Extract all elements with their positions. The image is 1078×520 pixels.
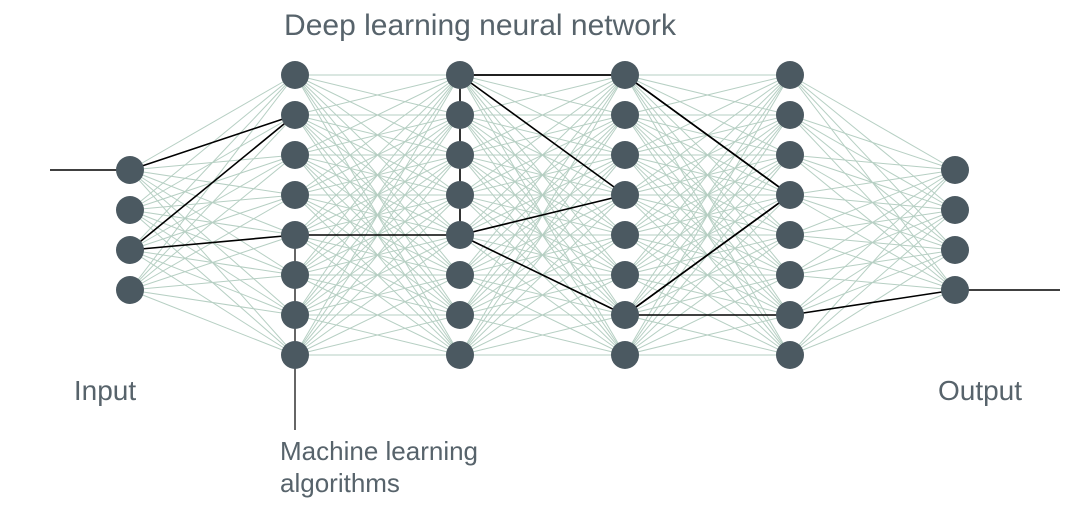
neuron-node [611, 101, 639, 129]
neuron-node [611, 221, 639, 249]
neural-network-diagram: Deep learning neural network Input Output M… [0, 0, 1078, 520]
neuron-node [611, 181, 639, 209]
input-label: Input [74, 375, 136, 406]
neuron-node [281, 341, 309, 369]
neuron-node [776, 181, 804, 209]
neuron-node [776, 141, 804, 169]
neuron-node [116, 196, 144, 224]
neuron-node [281, 181, 309, 209]
neuron-node [446, 221, 474, 249]
neuron-node [116, 236, 144, 264]
neuron-node [281, 101, 309, 129]
neuron-node [446, 341, 474, 369]
neuron-node [611, 261, 639, 289]
neuron-node [776, 221, 804, 249]
neuron-node [281, 141, 309, 169]
neuron-node [446, 61, 474, 89]
neuron-node [611, 301, 639, 329]
annotation-line1: Machine learning [280, 436, 478, 466]
neuron-node [611, 61, 639, 89]
neuron-node [941, 236, 969, 264]
neuron-node [776, 61, 804, 89]
neuron-node [116, 156, 144, 184]
output-label: Output [938, 375, 1022, 406]
annotation-line2: algorithms [280, 468, 400, 498]
neuron-node [776, 301, 804, 329]
neuron-node [281, 61, 309, 89]
neuron-node [446, 181, 474, 209]
neuron-node [281, 261, 309, 289]
diagram-title: Deep learning neural network [284, 9, 677, 42]
neuron-node [446, 261, 474, 289]
neuron-node [611, 341, 639, 369]
neuron-node [776, 101, 804, 129]
neuron-node [941, 276, 969, 304]
neuron-node [446, 301, 474, 329]
neuron-node [446, 101, 474, 129]
neuron-node [116, 276, 144, 304]
neuron-node [446, 141, 474, 169]
neuron-node [776, 341, 804, 369]
neuron-node [281, 221, 309, 249]
neuron-node [776, 261, 804, 289]
neuron-node [611, 141, 639, 169]
neuron-node [941, 196, 969, 224]
neuron-node [281, 301, 309, 329]
neuron-node [941, 156, 969, 184]
